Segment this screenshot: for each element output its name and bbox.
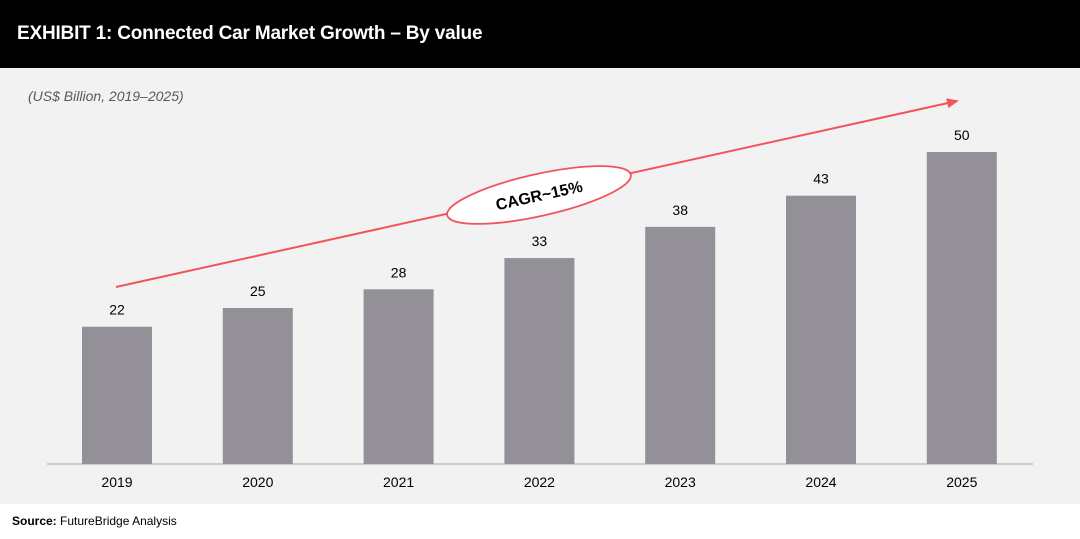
source-label: Source: [12, 514, 57, 528]
tick-label-2023: 2023 [665, 474, 696, 490]
value-label-2021: 28 [391, 264, 407, 280]
value-label-2019: 22 [109, 302, 125, 318]
value-label-2022: 33 [532, 233, 548, 249]
bar-2019 [82, 326, 152, 464]
value-label-2024: 43 [813, 171, 829, 187]
source-note: Source: FutureBridge Analysis [12, 514, 177, 528]
bar-2020 [222, 308, 293, 464]
tick-label-2019: 2019 [101, 474, 132, 490]
tick-label-2024: 2024 [805, 474, 836, 490]
bar-2025 [926, 152, 997, 464]
bar-2021 [363, 289, 434, 464]
bar-2022 [504, 258, 575, 464]
value-label-2025: 50 [954, 127, 970, 143]
chart-title: EXHIBIT 1: Connected Car Market Growth –… [17, 23, 483, 44]
tick-label-2020: 2020 [242, 474, 273, 490]
cagr-ellipse [446, 165, 632, 225]
value-label-2023: 38 [672, 202, 688, 218]
bar-2024 [786, 195, 856, 464]
value-label-2020: 25 [250, 283, 266, 299]
source-text: FutureBridge Analysis [60, 514, 177, 528]
tick-label-2021: 2021 [383, 474, 414, 490]
tick-label-2025: 2025 [946, 474, 977, 490]
exhibit-header: EXHIBIT 1: Connected Car Market Growth –… [0, 0, 1080, 68]
tick-label-2022: 2022 [524, 474, 555, 490]
chart-subtitle: (US$ Billion, 2019–2025) [28, 88, 184, 104]
bar-2023 [645, 226, 716, 464]
